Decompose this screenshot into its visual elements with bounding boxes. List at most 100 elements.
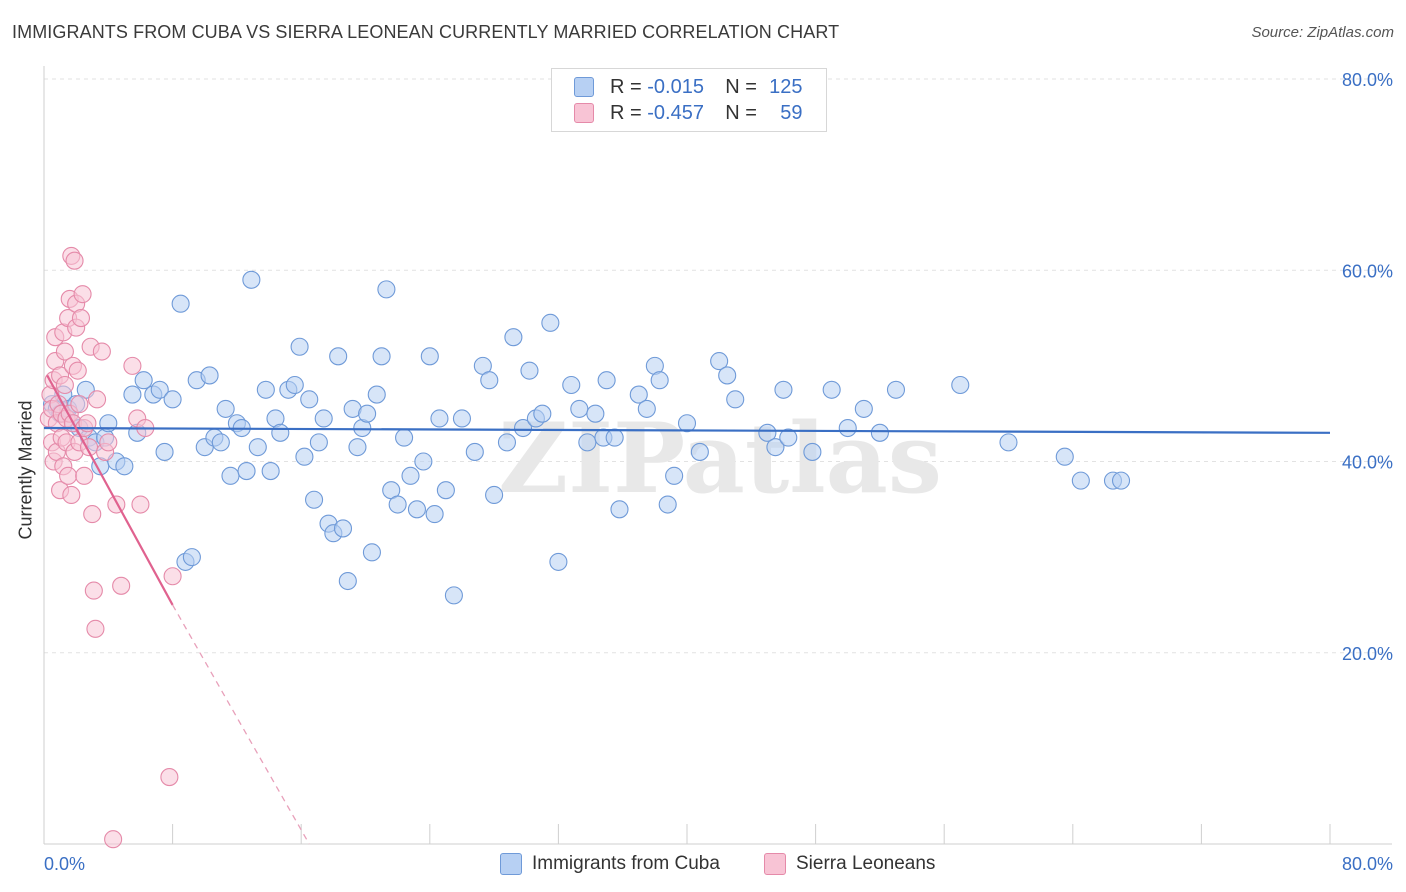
point-cuba xyxy=(388,495,407,514)
point-cuba xyxy=(951,375,970,395)
point-cuba xyxy=(774,380,793,399)
point-cuba xyxy=(248,438,267,457)
point-cuba xyxy=(430,409,449,428)
point-cuba xyxy=(305,490,324,509)
point-cuba xyxy=(541,313,560,332)
point-cuba xyxy=(549,552,568,571)
point-cuba xyxy=(314,409,333,428)
y-tick-label: 80.0% xyxy=(1342,70,1393,90)
legend-n-value: 125 xyxy=(769,75,803,98)
legend-r-label: R = xyxy=(610,101,642,124)
point-cuba xyxy=(838,418,857,438)
point-cuba xyxy=(650,371,669,390)
y-tick-label: 60.0% xyxy=(1342,261,1393,281)
bottom-swatch-sierra-leone xyxy=(764,853,786,875)
legend-n-label: N = xyxy=(725,101,757,124)
point-cuba xyxy=(870,423,889,442)
bottom-legend-label: Sierra Leoneans xyxy=(796,853,936,874)
point-cuba xyxy=(261,462,280,481)
point-sierra-leone xyxy=(71,309,91,328)
point-cuba xyxy=(115,457,134,476)
point-cuba xyxy=(444,586,463,605)
point-cuba xyxy=(285,375,304,395)
point-cuba xyxy=(295,447,314,466)
point-cuba xyxy=(329,347,348,366)
point-cuba xyxy=(504,328,523,347)
point-cuba xyxy=(200,366,219,385)
bottom-swatch-cuba xyxy=(500,853,522,875)
legend-r-value: -0.015 xyxy=(647,75,704,98)
point-cuba xyxy=(367,385,386,404)
point-sierra-leone xyxy=(131,495,150,514)
point-cuba xyxy=(290,337,309,356)
legend-row-sierra-leone: R = -0.457 N = 59 xyxy=(574,100,803,126)
watermark: ZIPatlas xyxy=(498,402,942,515)
point-cuba xyxy=(533,404,552,423)
point-sierra-leone xyxy=(70,395,89,414)
point-sierra-leone xyxy=(112,576,131,595)
point-sierra-leone xyxy=(55,375,74,395)
point-cuba xyxy=(690,442,709,461)
point-cuba xyxy=(497,433,517,452)
point-sierra-leone xyxy=(104,830,123,849)
source-credit: Source: ZipAtlas.com xyxy=(1251,24,1394,41)
point-cuba xyxy=(395,428,414,447)
legend-row-cuba: R = -0.015 N = 125 xyxy=(574,74,803,100)
point-cuba xyxy=(348,438,367,457)
legend-swatch-sierra-leone xyxy=(574,103,594,123)
point-cuba xyxy=(182,548,201,567)
point-cuba xyxy=(1055,447,1074,466)
point-cuba xyxy=(436,481,455,500)
point-cuba xyxy=(338,571,357,591)
y-axis-label: Currently Married xyxy=(15,400,36,540)
point-cuba xyxy=(221,466,240,485)
point-sierra-leone xyxy=(87,390,107,409)
point-sierra-leone xyxy=(160,768,179,787)
point-cuba xyxy=(425,505,444,524)
point-cuba xyxy=(718,366,737,385)
point-cuba xyxy=(637,399,656,418)
point-cuba xyxy=(726,390,745,409)
point-cuba xyxy=(1071,471,1090,490)
point-cuba xyxy=(242,270,261,289)
point-sierra-leone xyxy=(65,251,84,270)
point-cuba xyxy=(414,452,433,471)
point-cuba xyxy=(854,399,873,418)
point-sierra-leone xyxy=(163,567,182,586)
x-tick-label-max: 80.0% xyxy=(1342,854,1393,874)
point-sierra-leone xyxy=(59,466,78,485)
point-cuba xyxy=(1111,471,1131,490)
legend-r-value: -0.457 xyxy=(647,101,704,124)
series-cuba xyxy=(42,270,1131,605)
point-cuba xyxy=(358,404,377,423)
point-cuba xyxy=(407,500,426,519)
point-cuba xyxy=(562,375,581,395)
point-sierra-leone xyxy=(83,505,102,524)
trend-line-cuba xyxy=(43,426,1331,434)
point-cuba xyxy=(155,442,174,461)
point-cuba xyxy=(629,385,648,404)
stats-legend: R = -0.015 N = 125 R = -0.457 N = 59 xyxy=(551,68,827,132)
point-cuba xyxy=(216,399,235,418)
point-cuba xyxy=(309,433,328,452)
series-sierra-leone xyxy=(39,246,182,849)
point-cuba xyxy=(710,352,729,371)
point-sierra-leone xyxy=(123,356,142,375)
tick-labels: 20.0% 40.0% 60.0% 80.0% 0.0% 80.0% xyxy=(44,70,1393,874)
point-cuba xyxy=(822,380,841,399)
point-cuba xyxy=(401,466,420,485)
point-cuba xyxy=(513,418,533,438)
x-tick-label-min: 0.0% xyxy=(44,854,85,874)
point-cuba xyxy=(256,380,275,399)
point-cuba xyxy=(779,428,798,447)
legend-r-label: R = xyxy=(610,75,642,98)
point-cuba xyxy=(377,280,396,299)
point-sierra-leone xyxy=(99,433,118,452)
point-cuba xyxy=(237,462,256,481)
point-cuba xyxy=(520,361,539,380)
legend-swatch-cuba xyxy=(574,77,594,97)
point-cuba xyxy=(271,423,290,442)
point-sierra-leone xyxy=(55,342,74,361)
chart-title: IMMIGRANTS FROM CUBA VS SIERRA LEONEAN C… xyxy=(12,22,840,42)
